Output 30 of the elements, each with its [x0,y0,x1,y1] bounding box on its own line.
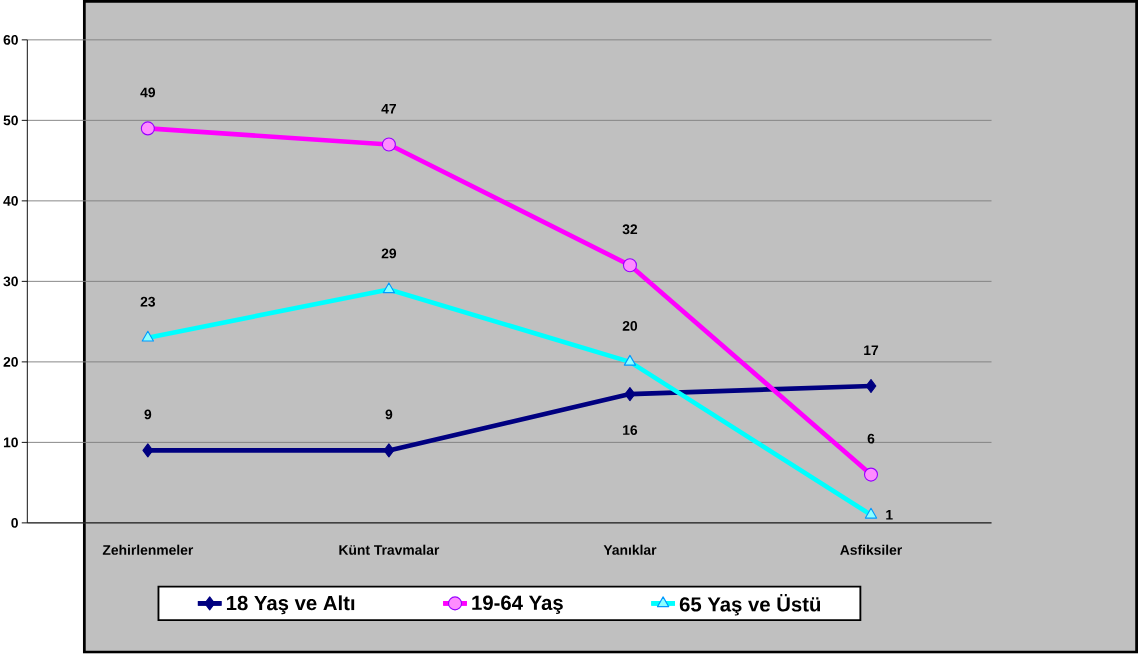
data-label: 20 [622,321,638,331]
y-tick-label: 50 [3,115,18,126]
data-label: 16 [623,425,638,436]
x-tick-label: Yanıklar [603,544,657,556]
data-label: 32 [622,224,638,235]
data-label: 49 [140,87,156,98]
y-tick-label: 60 [3,35,18,45]
point [865,379,877,394]
legend-label: 19-64 Yaş [472,595,563,615]
point [624,387,636,402]
legend-label: 65 Yaş ve Üstü [679,594,821,616]
legend-label: 18 Yaş ve Altı [226,595,355,615]
y-tick-label: 40 [3,196,18,206]
data-label: 9 [385,409,393,420]
data-label: 6 [867,433,875,444]
data-label: 23 [140,297,156,307]
x-tick-label: Zehirlenmeler [102,544,194,556]
x-tick-label: Asfiksiler [840,544,902,556]
y-tick-label: 30 [3,276,18,287]
x-tick-label: Künt Travmalar [339,544,440,556]
y-tick-label: 0 [11,518,18,528]
point [142,443,154,458]
data-label: 17 [864,345,879,356]
data-label: 1 [886,510,893,520]
data-label: 47 [381,104,396,114]
data-label: 29 [381,248,397,259]
y-tick-label: 10 [3,437,18,448]
y-tick-label: 20 [3,357,18,367]
point [383,443,395,458]
data-label: 9 [144,409,152,420]
